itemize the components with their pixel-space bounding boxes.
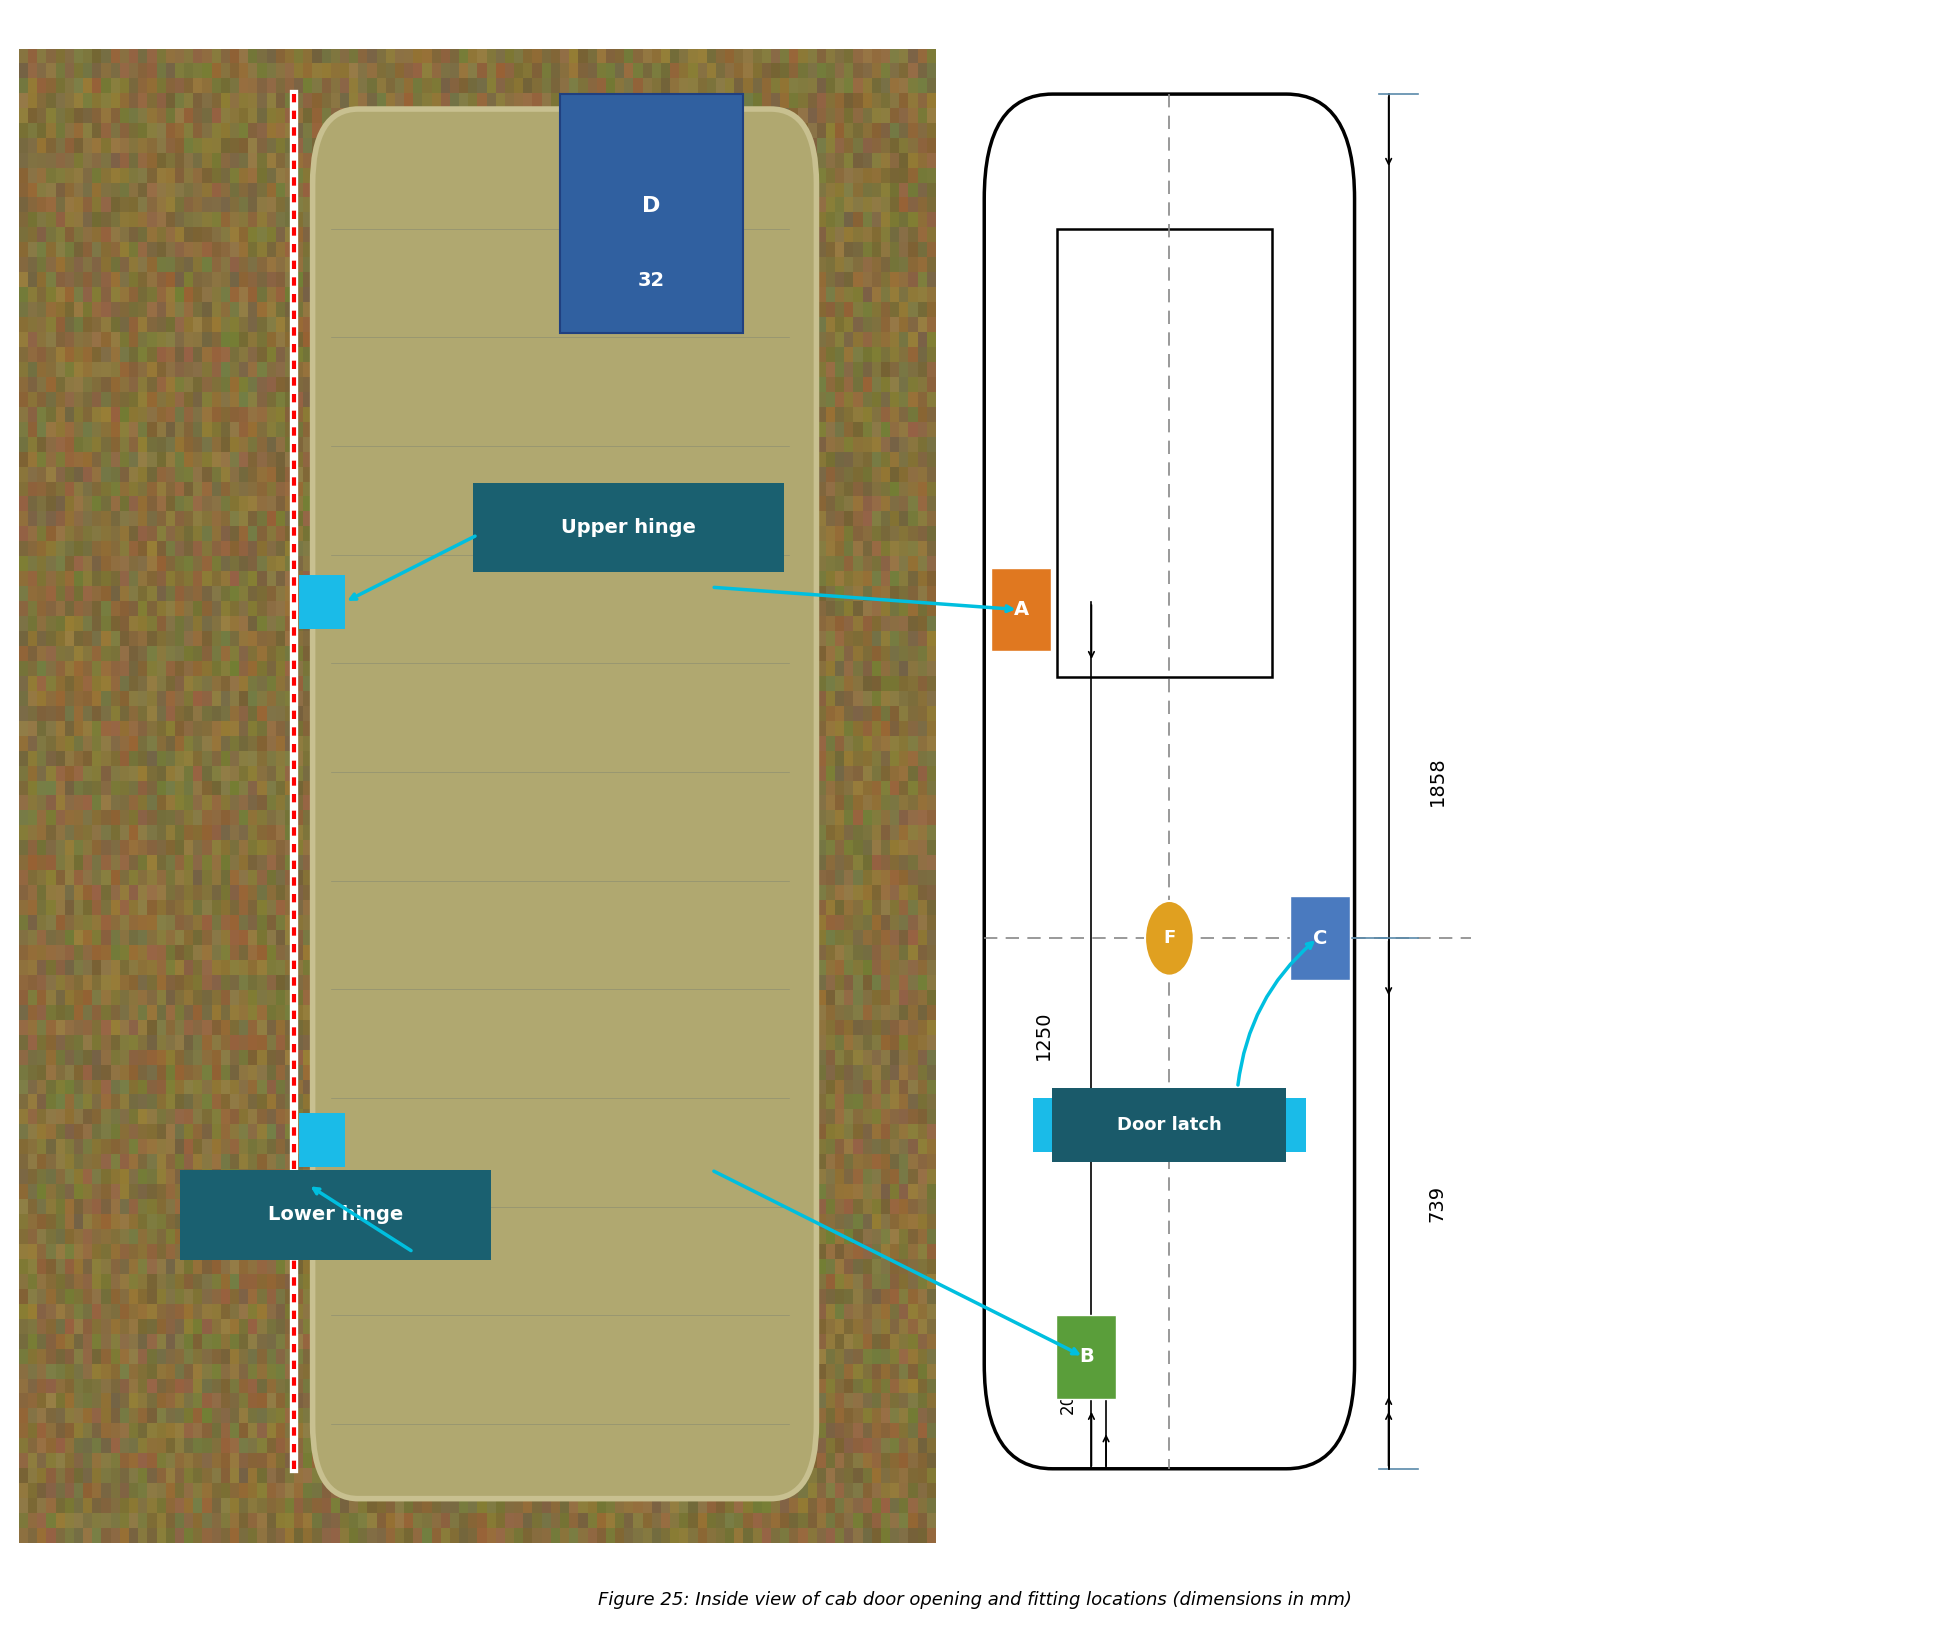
Bar [1052,1087,1286,1163]
Bar [1056,228,1270,677]
FancyBboxPatch shape [992,568,1050,652]
Bar [1286,1098,1305,1153]
FancyBboxPatch shape [312,108,816,1499]
Bar [298,575,345,629]
Text: D: D [643,195,660,217]
FancyBboxPatch shape [984,94,1354,1468]
Circle shape [1145,901,1192,975]
Text: 1250: 1250 [1032,1011,1052,1061]
Text: Door latch: Door latch [1116,1117,1221,1135]
Text: B: B [1079,1346,1093,1366]
FancyBboxPatch shape [473,483,783,571]
Text: C: C [1313,929,1327,947]
FancyBboxPatch shape [1056,1315,1114,1399]
Bar [1032,1098,1052,1153]
Text: A: A [1013,599,1029,619]
FancyBboxPatch shape [1290,897,1348,980]
Text: 200: 200 [1058,1383,1077,1414]
FancyBboxPatch shape [179,1169,491,1259]
FancyBboxPatch shape [559,94,742,333]
Text: Upper hinge: Upper hinge [561,517,695,537]
Text: Figure 25: Inside view of cab door opening and fitting locations (dimensions in : Figure 25: Inside view of cab door openi… [598,1591,1350,1609]
Text: F: F [1163,929,1175,947]
Bar [298,1113,345,1167]
Text: 1858: 1858 [1426,757,1445,806]
Text: 32: 32 [637,271,664,291]
Text: 739: 739 [1426,1186,1445,1222]
Text: Lower hinge: Lower hinge [267,1205,403,1225]
